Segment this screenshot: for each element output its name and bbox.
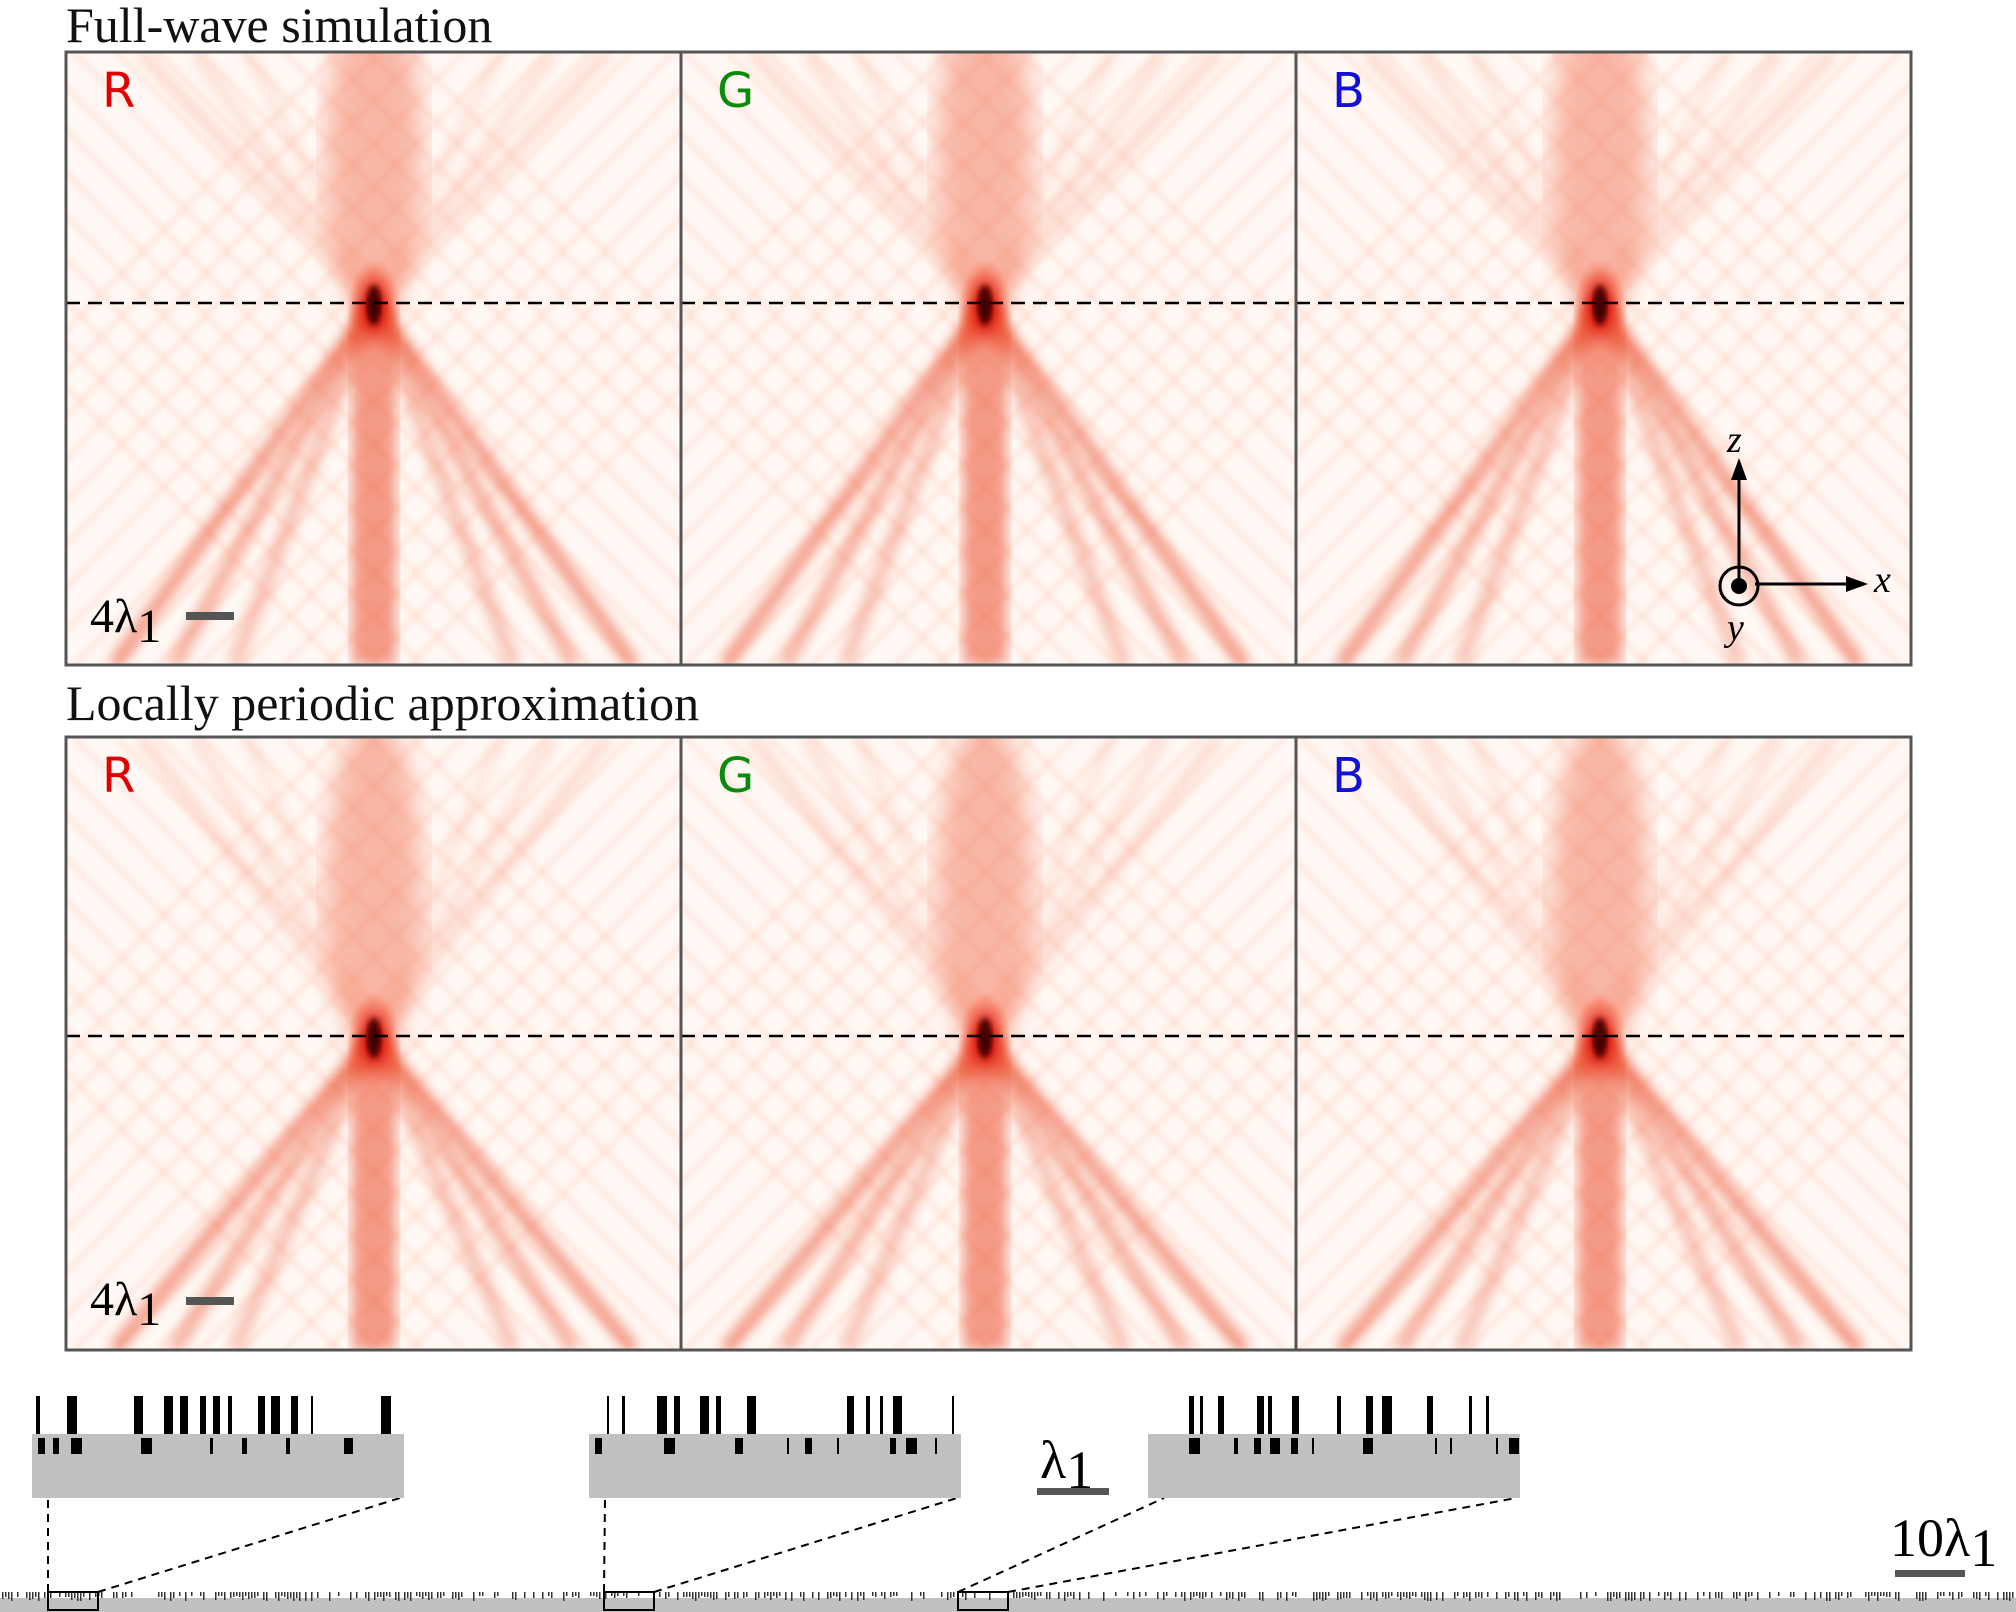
panel-label-top-b: B [1332, 63, 1365, 119]
panel-frame [1294, 50, 1913, 667]
field-panel-bottom-b [1294, 735, 1913, 1352]
svg-text:10λ1: 10λ1 [1890, 1508, 1997, 1578]
svg-text:4λ1: 4λ1 [90, 590, 161, 653]
y-axis-label: y [1723, 607, 1744, 649]
panel-scale-top: 4λ1 [90, 590, 234, 653]
panel-scale-bottom: 4λ1 [90, 1273, 234, 1336]
panel-scale-top-bar [186, 612, 234, 620]
bottom-section-title: Locally periodic approximation [66, 675, 700, 731]
y-axis-dot-icon [1731, 578, 1747, 594]
metasurface-inset-3 [957, 1396, 1520, 1611]
panel-frame [1294, 735, 1913, 1352]
metasurface-inset-1 [32, 1396, 404, 1611]
top-section-title: Full-wave simulation [66, 0, 493, 53]
structure-scale-bar [1895, 1570, 1965, 1577]
structure-scale-subscript: 1 [1970, 1518, 1997, 1578]
structure-scale: 10λ1 [1890, 1508, 1997, 1578]
x-axis-arrowhead [1846, 576, 1868, 592]
panel-label-top-g: G [717, 63, 754, 119]
structure-scale-prefix: 10λ [1890, 1508, 1970, 1568]
panel-label-bottom-b: B [1332, 748, 1365, 804]
z-axis-arrowhead [1731, 458, 1747, 480]
inset-scale-bar [1037, 1488, 1109, 1495]
panel-label-top-r: R [102, 63, 135, 119]
panel-scale-bottom-bar [186, 1297, 234, 1305]
inset-scale-prefix: λ [1040, 1430, 1066, 1490]
panel-scale-top-prefix: 4λ [90, 590, 138, 643]
inset-scale: λ1 [1037, 1430, 1109, 1500]
field-panel-bottom-r [64, 735, 683, 1352]
field-panel-top-b [1294, 50, 1913, 667]
svg-text:4λ1: 4λ1 [90, 1273, 161, 1336]
metasurface-inset-2 [589, 1396, 961, 1611]
coordinate-axes: z x y [1718, 419, 1891, 649]
field-panel-top-g [679, 50, 1298, 667]
panel-scale-bottom-subscript: 1 [137, 1283, 161, 1336]
y-axis-out-of-page-icon [1718, 565, 1760, 607]
panel-scale-top-subscript: 1 [137, 600, 161, 653]
panel-label-bottom-g: G [717, 748, 754, 804]
x-axis-label: x [1873, 559, 1891, 601]
metasurface-strip [0, 1396, 2016, 1612]
z-axis-label: z [1726, 419, 1742, 461]
panel-scale-bottom-prefix: 4λ [90, 1273, 138, 1326]
field-panel-bottom-g [679, 735, 1298, 1352]
field-panel-top-r [64, 50, 683, 667]
panel-label-bottom-r: R [102, 748, 135, 804]
